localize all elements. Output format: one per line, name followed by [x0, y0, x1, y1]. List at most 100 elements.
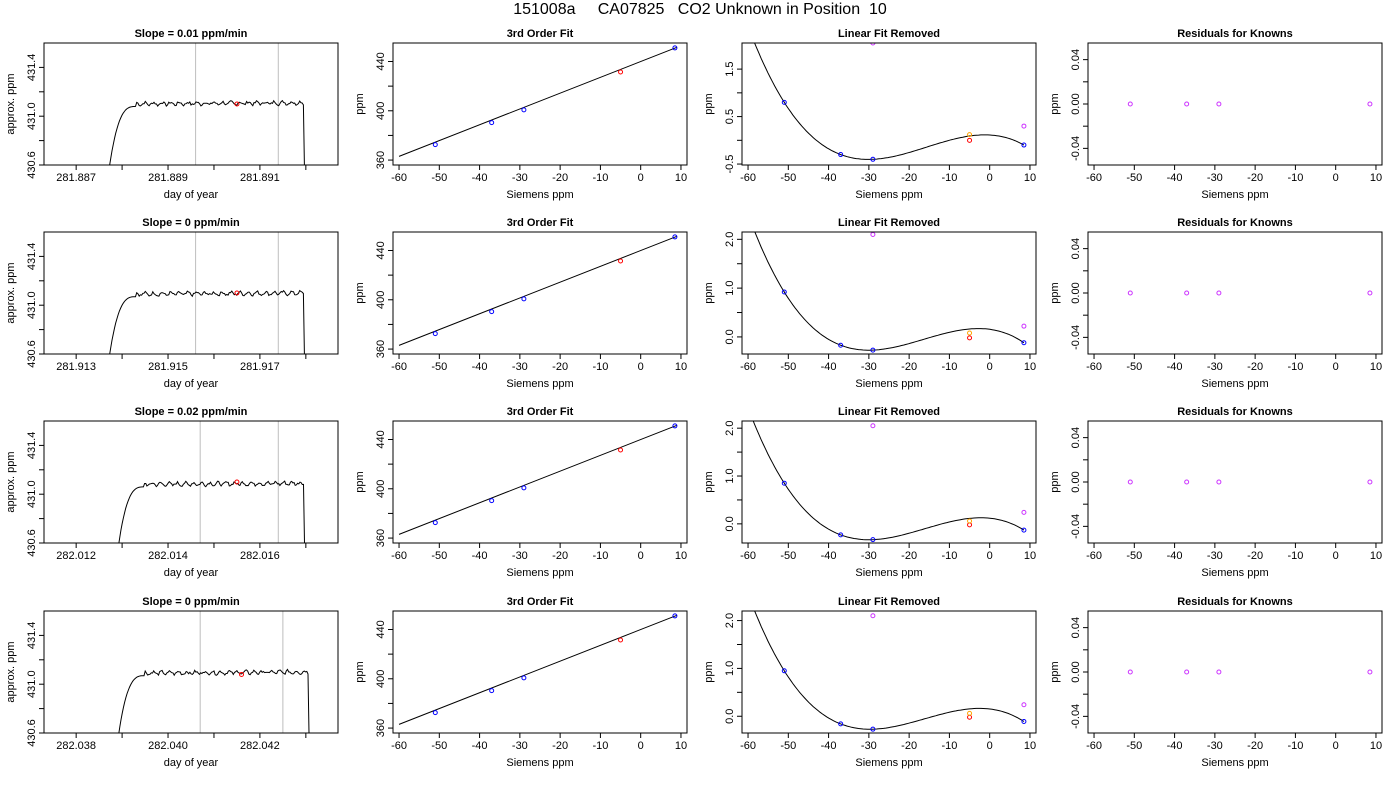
- x-axis-label: Siemens ppm: [506, 567, 573, 579]
- plot-area: [398, 45, 678, 157]
- x-tick-label: 10: [675, 550, 687, 562]
- x-tick-label: 0: [987, 550, 993, 562]
- y-tick-label: 2.0: [724, 613, 736, 628]
- data-point: [838, 532, 844, 538]
- x-tick-label: -30: [1207, 740, 1223, 752]
- panel-0-1: 3rd Order Fit Siemens ppm ppm -60 -50 -40 -30 -…: [354, 28, 688, 201]
- data-point: [838, 152, 844, 158]
- x-tick-label: -60: [740, 172, 756, 184]
- y-tick-label: 0.04: [1070, 49, 1082, 70]
- plot-frame: [1087, 231, 1383, 355]
- plot-area: [1127, 479, 1373, 485]
- x-axis-label: Siemens ppm: [506, 189, 573, 201]
- plot-area: [754, 232, 1027, 353]
- x-tick-label: 281.889: [148, 172, 188, 184]
- data-point: [967, 335, 973, 341]
- panel-title: Residuals for Knowns: [1177, 217, 1293, 229]
- x-tick-label: 281.887: [56, 172, 96, 184]
- plot-area: [118, 421, 305, 543]
- data-point: [618, 258, 624, 264]
- x-tick-label: -10: [592, 550, 608, 562]
- data-point: [838, 721, 844, 727]
- x-axis-label: Siemens ppm: [506, 757, 573, 769]
- data-point: [1216, 101, 1222, 107]
- x-tick-label: -10: [592, 740, 608, 752]
- x-tick-label: 0: [987, 361, 993, 373]
- y-axis-label: ppm: [1049, 282, 1061, 303]
- data-point: [870, 537, 876, 543]
- y-tick-label: 431.4: [26, 432, 38, 460]
- x-tick-label: -10: [592, 361, 608, 373]
- plot-area: [109, 43, 305, 165]
- x-tick-label: 0: [987, 172, 993, 184]
- fit-curve: [754, 43, 1025, 160]
- data-point: [672, 423, 678, 429]
- x-axis-label: Siemens ppm: [1201, 567, 1268, 579]
- x-axis-label: Siemens ppm: [506, 378, 573, 390]
- x-tick-label: -60: [1086, 172, 1102, 184]
- plot-frame: [392, 42, 688, 166]
- y-axis-label: ppm: [354, 282, 366, 303]
- x-tick-label: 282.016: [240, 550, 280, 562]
- x-tick-label: 0: [638, 550, 644, 562]
- data-point: [1216, 669, 1222, 675]
- x-tick-label: -40: [472, 740, 488, 752]
- data-point: [1367, 669, 1373, 675]
- panel-2-0: Slope = 0.02 ppm/min day of year approx. p…: [5, 406, 339, 579]
- data-point: [489, 120, 495, 126]
- panel-3-1: 3rd Order Fit Siemens ppm ppm -60 -50 -40 -30 -…: [354, 596, 688, 769]
- data-point: [618, 637, 624, 643]
- x-tick-label: -40: [472, 550, 488, 562]
- plot-frame: [1087, 420, 1383, 544]
- panel-1-3: Residuals for Knowns Siemens ppm ppm -60 -50…: [1049, 217, 1383, 390]
- x-tick-label: 282.014: [148, 550, 188, 562]
- plot-area: [752, 421, 1027, 543]
- data-point: [1367, 479, 1373, 485]
- data-point: [1127, 101, 1133, 107]
- trace-line: [109, 99, 305, 165]
- panel-title: Linear Fit Removed: [838, 217, 940, 229]
- x-tick-label: -30: [512, 172, 528, 184]
- x-tick-label: -30: [861, 361, 877, 373]
- x-tick-label: -50: [1126, 172, 1142, 184]
- trace-line: [118, 668, 310, 733]
- x-tick-label: -20: [552, 550, 568, 562]
- y-tick-label: 430.6: [26, 529, 38, 557]
- y-tick-label: 431.0: [26, 291, 38, 319]
- y-axis-label: ppm: [1049, 471, 1061, 492]
- plot-frame: [741, 610, 1037, 734]
- y-axis-label: ppm: [703, 282, 715, 303]
- x-tick-label: 10: [1370, 740, 1382, 752]
- data-point: [1184, 669, 1190, 675]
- x-tick-label: -50: [1126, 740, 1142, 752]
- x-tick-label: 281.913: [56, 361, 96, 373]
- data-point: [1216, 290, 1222, 296]
- plot-area: [398, 613, 678, 725]
- y-tick-label: 431.0: [26, 480, 38, 508]
- x-tick-label: -10: [941, 550, 957, 562]
- x-axis-label: day of year: [164, 189, 219, 201]
- data-point: [432, 520, 438, 526]
- x-tick-label: -60: [740, 361, 756, 373]
- data-point: [432, 142, 438, 148]
- panel-title: Residuals for Knowns: [1177, 406, 1293, 418]
- x-tick-label: -40: [821, 740, 837, 752]
- plot-frame: [392, 420, 688, 544]
- x-tick-label: -20: [1247, 740, 1263, 752]
- x-tick-label: -20: [901, 361, 917, 373]
- data-point: [870, 347, 876, 353]
- y-tick-label: 0.00: [1070, 282, 1082, 303]
- x-axis-label: Siemens ppm: [855, 567, 922, 579]
- panel-1-1: 3rd Order Fit Siemens ppm ppm -60 -50 -40 -30 -…: [354, 217, 688, 390]
- y-tick-label: 431.4: [26, 622, 38, 650]
- x-tick-label: -10: [1287, 361, 1303, 373]
- y-axis-label: approx. ppm: [5, 73, 17, 134]
- x-tick-label: -30: [512, 361, 528, 373]
- plot-frame: [392, 610, 688, 734]
- data-point: [1021, 719, 1027, 725]
- data-point: [838, 342, 844, 348]
- plot-area: [118, 611, 310, 733]
- fit-curve: [754, 232, 1025, 351]
- y-tick-label: 0.04: [1070, 617, 1082, 638]
